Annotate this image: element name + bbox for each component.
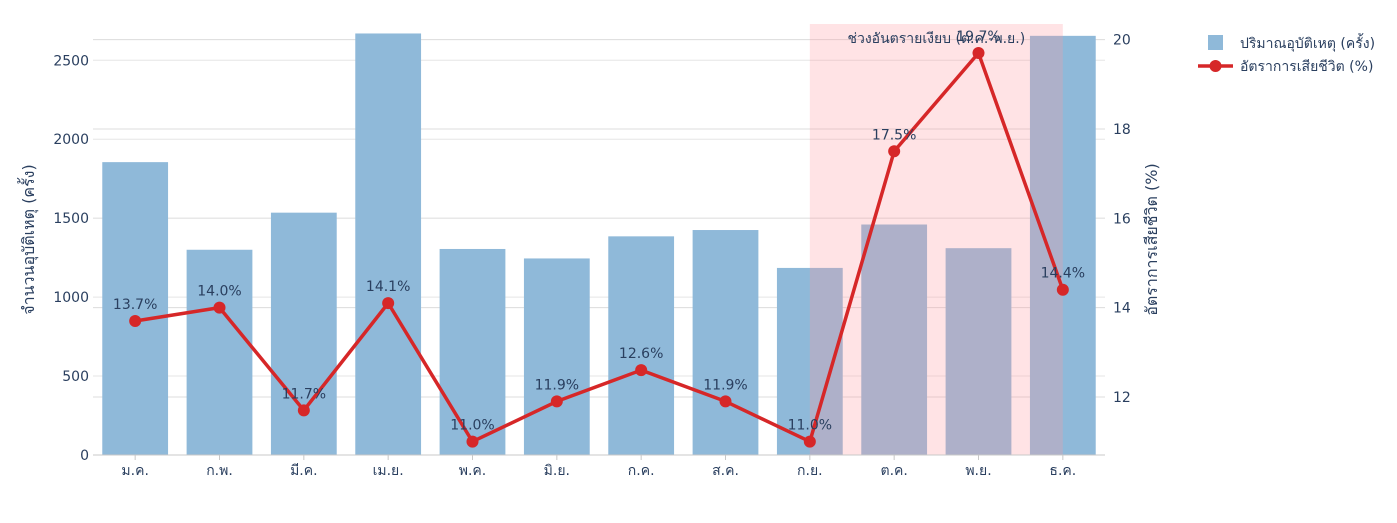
line-point-1: [129, 315, 142, 328]
line-point-4: [382, 297, 395, 310]
data-label-11: 19.7%: [956, 29, 1000, 45]
y-tick-label: 1500: [53, 211, 89, 227]
data-label-5: 11.0%: [450, 418, 494, 434]
x-tick-label: ส.ค.: [712, 463, 739, 479]
data-label-7: 12.6%: [619, 346, 663, 362]
x-tick-label: พ.ย.: [965, 463, 991, 479]
bar-6: [523, 258, 590, 455]
bar-5: [439, 248, 506, 455]
data-label-6: 11.9%: [535, 377, 579, 393]
line-series: [134, 51, 1065, 444]
line-point-7: [635, 364, 648, 377]
y-tick-label: 2000: [53, 132, 89, 148]
line-point-8: [719, 395, 732, 408]
x-tick-label: ต.ค.: [880, 463, 907, 479]
x-tick-label: พ.ค.: [459, 463, 487, 479]
y2-tick-label: 20: [1113, 33, 1131, 49]
bar-7: [608, 236, 675, 455]
legend-label-line: อัตราการเสียชีวิต (%): [1240, 59, 1373, 75]
highlight-band: [809, 24, 1063, 455]
x-tick-label: มิ.ย.: [544, 463, 570, 479]
line-point-12: [1056, 283, 1069, 296]
y2-axis-title: อัตราการเสียชีวิต (%): [1142, 163, 1161, 315]
highlight-label: ช่วงอันตรายเงียบ (ต.ค.-พ.ย.): [847, 31, 1025, 47]
y-axis-title: จำนวนอุบัติเหตุ (ครั้ง): [17, 164, 39, 314]
data-label-10: 17.5%: [872, 127, 916, 143]
line-point-10: [888, 145, 901, 158]
x-tick-label: เม.ย.: [373, 463, 404, 479]
bar-4: [355, 33, 422, 455]
line-point-11: [972, 47, 985, 60]
line-point-9: [803, 435, 816, 448]
data-label-12: 14.4%: [1041, 266, 1085, 282]
x-tick-label: ม.ค.: [121, 463, 149, 479]
data-label-4: 14.1%: [366, 279, 410, 295]
y-tick-label: 500: [62, 369, 89, 385]
bar-2: [186, 249, 253, 455]
y-tick-label: 1000: [53, 290, 89, 306]
y-tick-label: 0: [80, 448, 89, 464]
data-label-8: 11.9%: [703, 377, 747, 393]
bar-12: [1029, 35, 1096, 455]
x-tick-label: ก.ย.: [797, 463, 823, 479]
y2-tick-label: 12: [1113, 390, 1131, 406]
bar-1: [102, 162, 169, 455]
bar-11: [945, 248, 1012, 455]
data-label-3: 11.7%: [282, 386, 326, 402]
y-tick-label: 2500: [53, 53, 89, 69]
line-point-6: [550, 395, 563, 408]
x-tick-label: ธ.ค.: [1049, 463, 1076, 479]
y2-tick-label: 14: [1113, 301, 1131, 317]
data-label-1: 13.7%: [113, 297, 157, 313]
y2-tick-label: 16: [1113, 211, 1131, 227]
bar-8: [692, 230, 759, 455]
legend-swatch-bar: [1208, 35, 1223, 50]
line-point-5: [466, 435, 479, 448]
bar-3: [270, 212, 337, 455]
bar-10: [861, 224, 928, 455]
line-point-3: [297, 404, 310, 417]
y2-tick-label: 18: [1113, 122, 1131, 138]
legend-label-bar: ปริมาณอุบัติเหตุ (ครั้ง): [1240, 33, 1375, 52]
line-point-2: [213, 301, 226, 314]
legend: ปริมาณอุบัติเหตุ (ครั้ง) อัตราการเสียชีวิ…: [1198, 33, 1375, 75]
data-label-2: 14.0%: [197, 284, 241, 300]
x-tick-label: ก.ค.: [628, 463, 655, 479]
x-tick-label: มี.ค.: [290, 463, 318, 479]
data-label-9: 11.0%: [788, 418, 832, 434]
x-tick-label: ก.พ.: [206, 463, 233, 479]
legend-swatch-marker: [1209, 60, 1222, 72]
